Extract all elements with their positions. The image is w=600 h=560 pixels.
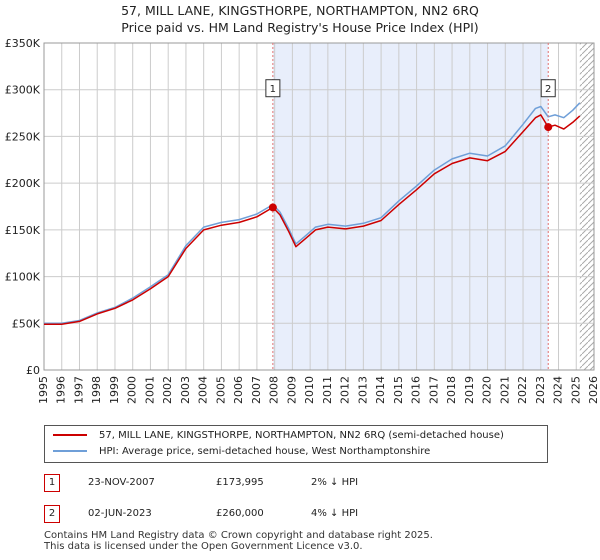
sale-label-number: 2	[545, 84, 551, 95]
transaction-hpi-diff: 4% ↓ HPI	[311, 508, 359, 519]
footer-licence: This data is licensed under the Open Gov…	[44, 541, 363, 552]
legend-label-property: 57, MILL LANE, KINGSTHORPE, NORTHAMPTON,…	[99, 430, 504, 441]
y-tick-label: £50K	[12, 317, 41, 330]
title-line-address: 57, MILL LANE, KINGSTHORPE, NORTHAMPTON,…	[121, 3, 479, 18]
x-tick-label: 2024	[552, 376, 565, 404]
x-tick-label: 2006	[232, 376, 245, 404]
x-tick-label: 2016	[410, 376, 423, 404]
chart-legend: 57, MILL LANE, KINGSTHORPE, NORTHAMPTON,…	[44, 425, 548, 463]
footer-copyright: Contains HM Land Registry data © Crown c…	[44, 530, 433, 541]
x-tick-label: 1995	[37, 376, 50, 404]
hpi-line	[44, 102, 581, 325]
x-tick-label: 2025	[569, 376, 582, 404]
x-tick-label: 2001	[143, 376, 156, 404]
x-tick-label: 2015	[392, 376, 405, 404]
x-tick-label: 2019	[463, 376, 476, 404]
x-tick-label: 2012	[339, 376, 352, 404]
sale-label-box	[265, 79, 281, 98]
transaction-price: £260,000	[216, 508, 264, 519]
x-tick-label: 2003	[179, 376, 192, 404]
x-tick-label: 2010	[303, 376, 316, 404]
x-tick-label: 2018	[445, 376, 458, 404]
sale-label-box	[540, 79, 556, 98]
ownership-period-shade	[272, 43, 549, 370]
x-tick-label: 2020	[481, 376, 494, 404]
plot-frame	[43, 42, 595, 371]
x-tick-label: 2023	[534, 376, 547, 404]
x-tick-label: 2007	[250, 376, 263, 404]
legend-swatch-property	[53, 434, 87, 436]
x-tick-label: 2011	[321, 376, 334, 404]
x-tick-label: 2009	[285, 376, 298, 404]
property-price-line	[44, 114, 581, 325]
x-tick-label: 2005	[214, 376, 227, 404]
transaction-number-badge: 1	[44, 474, 60, 492]
x-tick-label: 2017	[427, 376, 440, 404]
chart-title: 57, MILL LANE, KINGSTHORPE, NORTHAMPTON,…	[0, 2, 600, 36]
y-tick-label: £250K	[5, 130, 41, 143]
y-tick-label: £100K	[5, 271, 41, 284]
x-tick-label: 1998	[90, 376, 103, 404]
transaction-hpi-diff: 2% ↓ HPI	[311, 477, 359, 488]
x-tick-label: 1999	[108, 376, 121, 404]
x-tick-label: 1996	[55, 376, 68, 404]
price-chart: £0 £50K £100K £150K £200K £250K £300K £350K 1995…	[5, 37, 600, 404]
forecast-hatch-region	[579, 43, 594, 370]
transaction-number-badge: 2	[44, 505, 60, 523]
transaction-date: 02-JUN-2023	[88, 508, 152, 519]
title-line-subtitle: Price paid vs. HM Land Registry's House …	[121, 20, 479, 35]
y-tick-label: £0	[26, 364, 40, 377]
x-tick-label: 2013	[356, 376, 369, 404]
legend-swatch-hpi	[53, 450, 87, 452]
y-tick-label: £300K	[5, 84, 41, 97]
y-tick-label: £200K	[5, 177, 41, 190]
sale-point	[544, 123, 553, 132]
x-tick-label: 2014	[374, 376, 387, 404]
y-tick-label: £150K	[5, 224, 41, 237]
sale-label-number: 1	[270, 84, 276, 95]
x-tick-label: 2022	[516, 376, 529, 404]
transaction-date: 23-NOV-2007	[88, 477, 155, 488]
sale-point	[268, 203, 277, 212]
x-tick-label: 2026	[587, 376, 600, 404]
x-tick-label: 2000	[126, 376, 139, 404]
legend-entry-property: 57, MILL LANE, KINGSTHORPE, NORTHAMPTON,…	[53, 429, 504, 443]
y-tick-label: £350K	[5, 37, 41, 50]
x-tick-label: 2008	[268, 376, 281, 404]
x-tick-label: 1997	[72, 376, 85, 404]
transaction-price: £173,995	[216, 477, 264, 488]
x-tick-label: 2004	[197, 376, 210, 404]
x-tick-label: 2002	[161, 376, 174, 404]
footer-notice: Contains HM Land Registry data © Crown c…	[44, 530, 433, 552]
legend-entry-hpi: HPI: Average price, semi-detached house,…	[53, 445, 430, 459]
legend-label-hpi: HPI: Average price, semi-detached house,…	[99, 446, 431, 457]
x-tick-label: 2021	[498, 376, 511, 404]
